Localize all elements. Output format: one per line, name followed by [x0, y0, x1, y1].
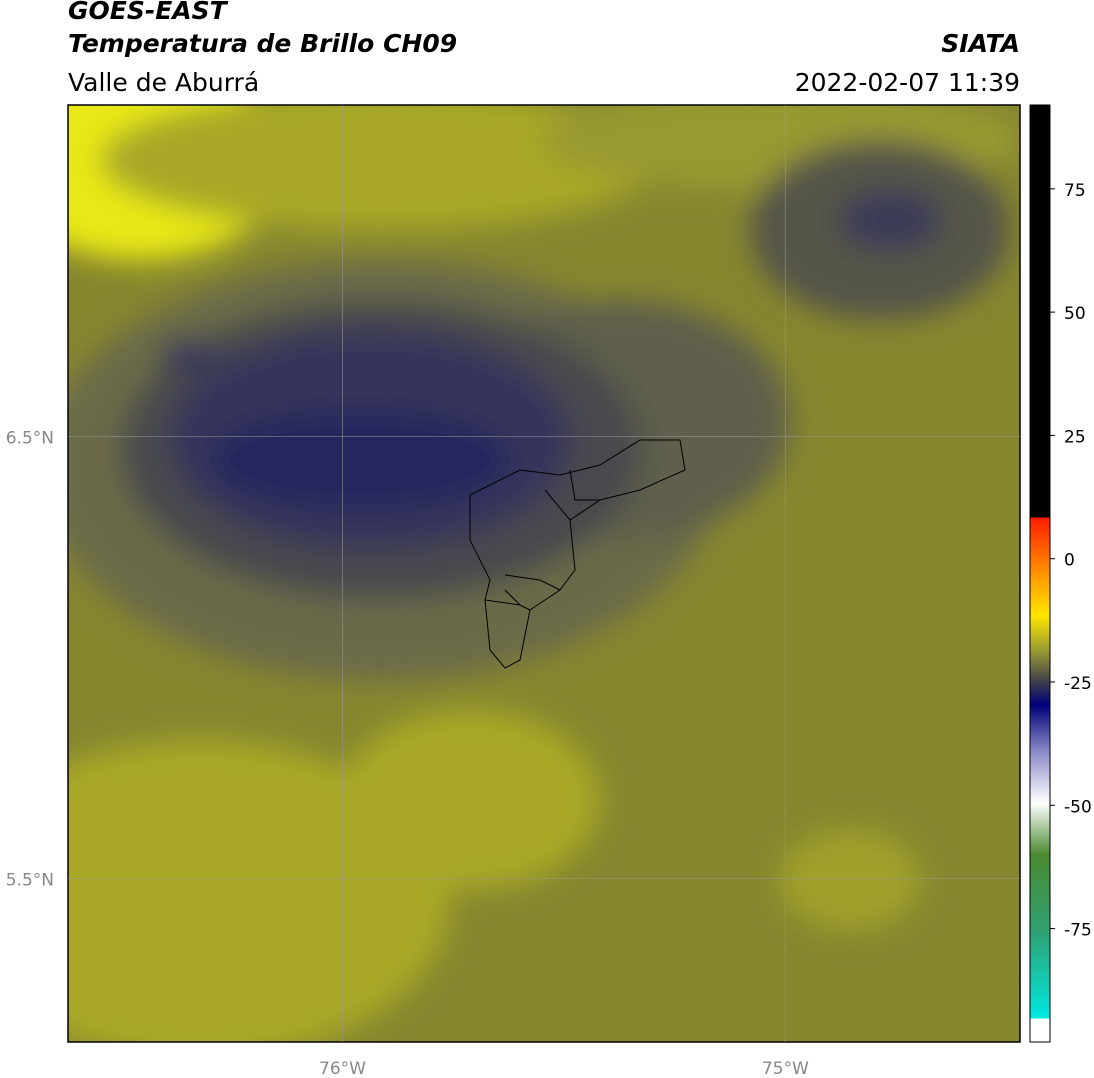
agency: SIATA	[941, 29, 1020, 58]
datetime: 2022-02-07 11:39	[794, 68, 1020, 97]
colorbar-tick-label: 25	[1064, 427, 1086, 447]
lat-label: 6.5°N	[6, 428, 54, 448]
colorbar-tick-label: -50	[1064, 797, 1092, 817]
colorbar-tick-label: -25	[1064, 674, 1092, 694]
colorbar-tick-label: 0	[1064, 551, 1075, 571]
region-subtitle: Valle de Aburrá	[68, 68, 260, 97]
colorbar	[1029, 104, 1051, 1043]
satellite-title: GOES-EAST	[68, 0, 227, 25]
brightness-field	[68, 105, 1020, 1042]
colorbar-tick-label: 75	[1064, 181, 1086, 201]
lon-label: 75°W	[762, 1059, 809, 1078]
product-title: Temperatura de Brillo CH09	[68, 29, 458, 58]
colorbar-tick-label: 50	[1064, 304, 1086, 324]
colorbar-tick-label: -75	[1064, 921, 1092, 941]
lat-label: 5.5°N	[6, 870, 54, 890]
lon-label: 76°W	[319, 1059, 366, 1078]
map-frame	[67, 104, 1021, 1043]
